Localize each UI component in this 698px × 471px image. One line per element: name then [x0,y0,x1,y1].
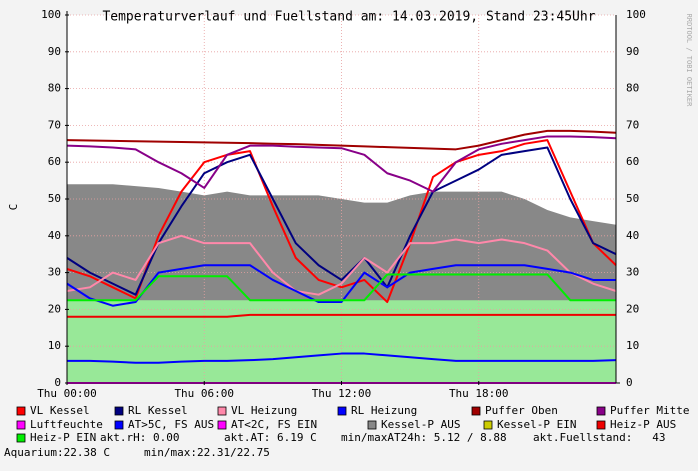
legend-label: VL Heizung [231,404,297,417]
fill-area [67,300,616,383]
y-tick-label: 0 [54,376,61,389]
legend-label: Kessel-P EIN [497,418,576,431]
legend-label: VL Kessel [30,404,90,417]
legend-swatch [114,406,124,416]
line-series [66,129,617,151]
y-tick-label: 80 [48,82,61,95]
legend-label: Luftfeuchte [30,418,103,431]
y2-tick-label: 40 [626,229,639,242]
legend-label: AT<2C, FS EIN [231,418,317,431]
line-series [67,313,616,318]
y-tick-label: 30 [48,266,61,279]
annotation: akt.AT: 6.19 C [224,431,317,444]
y-tick-label: 70 [48,118,61,131]
x-tick-label: Thu 06:00 [174,387,234,400]
annotation: akt.rH: 0.00 [100,431,179,444]
legend-swatch [16,433,26,443]
legend-swatch [483,420,493,430]
side-label: RRDTOOL / TOBI OETIKER [685,14,693,108]
y2-tick-label: 10 [626,339,639,352]
y2-tick-label: 80 [626,82,639,95]
legend-swatch [217,406,227,416]
y-tick-label: 10 [48,339,61,352]
y-tick-label: 50 [48,192,61,205]
legend-swatch [217,420,227,430]
y2-tick-label: 70 [626,118,639,131]
y2-tick-label: 60 [626,155,639,168]
plot [66,14,617,384]
legend-label: Puffer Mitte [610,404,689,417]
line-series [66,264,616,307]
line-series [66,234,617,296]
legend-swatch [16,420,26,430]
chart-title: Temperaturverlauf und Fuellstand am: 14.… [102,10,595,25]
legend-label: Heiz-P AUS [610,418,676,431]
x-tick-label: Thu 00:00 [37,387,97,400]
line-series [67,273,616,302]
y2-tick-label: 90 [626,45,639,58]
legend-swatch [16,406,26,416]
legend-label: AT>5C, FS AUS [128,418,214,431]
y-tick-label: 20 [48,302,61,315]
y-tick-label: 100 [41,8,61,21]
legend-swatch [596,406,606,416]
legend-swatch [367,420,377,430]
y2-tick-label: 0 [626,376,633,389]
line-series [66,139,617,304]
line-series [67,352,617,364]
y-tick-label: 60 [48,155,61,168]
y2-tick-label: 100 [626,8,646,21]
legend-swatch [114,420,124,430]
legend-label: Heiz-P EIN [30,431,96,444]
y-tick-label: 90 [48,45,61,58]
legend-label: RL Kessel [128,404,188,417]
annotation: min/maxAT24h: 5.12 / 8.88 [341,431,507,444]
annotation: min/max:22.31/22.75 [144,446,270,459]
y2-tick-label: 50 [626,192,639,205]
y-tick-label: 40 [48,229,61,242]
legend-label: RL Heizung [351,404,417,417]
legend-swatch [596,420,606,430]
legend-swatch [337,406,347,416]
y2-tick-label: 30 [626,266,639,279]
line-series [66,135,617,193]
legend-swatch [471,406,481,416]
x-tick-label: Thu 12:00 [312,387,372,400]
annotation: akt.Fuellstand: 43 [533,431,665,444]
x-tick-label: Thu 18:00 [449,387,509,400]
legend-label: Kessel-P AUS [381,418,460,431]
legend-label: Puffer Oben [485,404,558,417]
y2-tick-label: 20 [626,302,639,315]
y-axis-label: C [7,204,20,211]
annotation: Aquarium:22.38 C [4,446,110,459]
